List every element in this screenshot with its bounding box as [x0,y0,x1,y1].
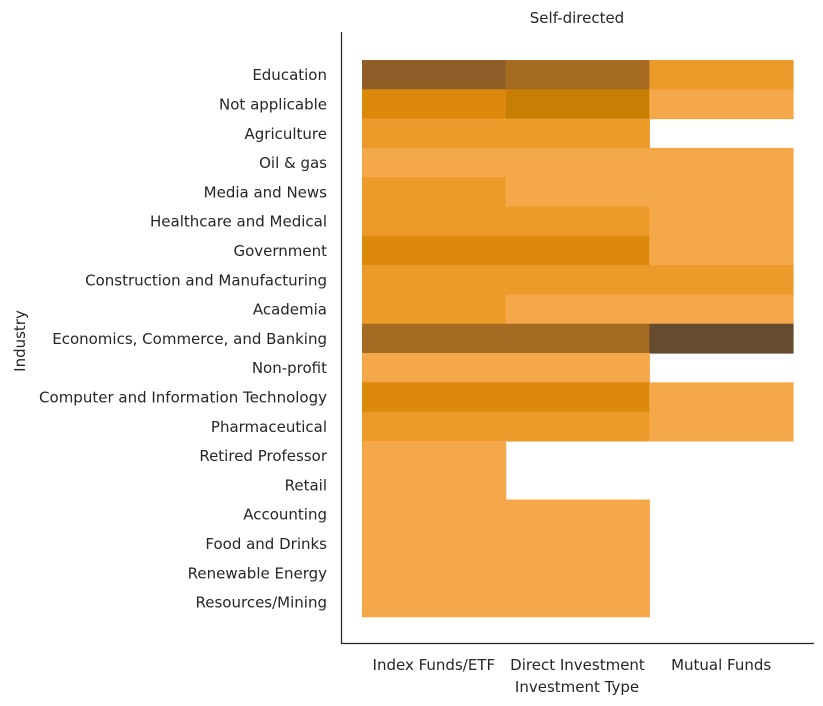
heatmap-cell-academia-direct-investment [505,294,650,325]
heatmap-cell-pharmaceutical-mutual-funds [649,411,794,442]
y-tick-label: Economics, Commerce, and Banking [52,330,327,348]
chart-title: Self-directed [530,9,624,27]
heatmap-cell-education-mutual-funds [649,60,794,90]
heatmap-cell-construction-and-manufacturing-mutual-funds [649,265,794,295]
x-tick-label: Index Funds/ETF [373,656,496,674]
heatmap-cell-healthcare-and-medical-index-funds-etf [362,206,507,237]
y-tick-label: Non-profit [252,359,327,377]
heatmap-cell-retail-index-funds-etf [362,470,507,501]
y-axis-label: Industry [11,310,29,372]
heatmap-cell-oil-gas-direct-investment [505,147,650,178]
y-tick-label: Construction and Manufacturing [85,271,327,289]
heatmap-cell-retired-professor-index-funds-etf [362,440,507,471]
heatmap-cell-agriculture-index-funds-etf [362,118,507,149]
y-tick-label: Retail [285,476,327,494]
heatmap-cell-economics-commerce-and-banking-mutual-funds [649,323,794,354]
heatmap-cell-resources-mining-direct-investment [505,587,650,618]
y-tick-label: Healthcare and Medical [150,213,327,231]
heatmap-cell-not-applicable-index-funds-etf [362,89,507,120]
heatmap-cell-accounting-index-funds-etf [362,499,507,530]
heatmap-cell-media-and-news-direct-investment [505,177,650,208]
heatmap-cell-oil-gas-mutual-funds [649,147,794,178]
heatmap-cell-computer-and-information-technology-mutual-funds [649,382,794,413]
heatmap-cell-resources-mining-index-funds-etf [362,587,507,618]
heatmap-cell-accounting-direct-investment [505,499,650,530]
y-tick-label: Not applicable [219,95,327,113]
heatmap-cell-pharmaceutical-direct-investment [505,411,650,442]
y-tick-label: Media and News [204,183,328,201]
heatmap-cell-government-direct-investment [505,235,650,266]
heatmap-cell-academia-mutual-funds [649,294,794,325]
heatmap-cell-education-index-funds-etf [362,60,507,90]
heatmap-cell-education-direct-investment [505,60,650,90]
heatmap-cell-media-and-news-index-funds-etf [362,177,507,208]
y-tick-label: Education [252,66,327,84]
heatmap-cell-healthcare-and-medical-mutual-funds [649,206,794,237]
y-tick-label: Computer and Information Technology [39,388,327,406]
y-tick-label: Oil & gas [259,154,327,172]
heatmap-cell-economics-commerce-and-banking-direct-investment [505,323,650,354]
heatmap-cell-oil-gas-index-funds-etf [362,147,507,178]
y-tick-label: Academia [253,301,327,319]
heatmap-cell-non-profit-index-funds-etf [362,353,507,383]
y-tick-labels: Education Not applicable Agriculture Oil & … [39,66,328,611]
heatmap-cell-economics-commerce-and-banking-index-funds-etf [362,323,507,354]
heatmap-cell-healthcare-and-medical-direct-investment [505,206,650,237]
x-tick-labels: Index Funds/ETF Direct Investment Mutual F… [373,656,772,674]
heatmap-cell-food-and-drinks-index-funds-etf [362,528,507,559]
y-tick-label: Resources/Mining [196,594,327,612]
heatmap-cell-government-mutual-funds [649,235,794,266]
heatmap-cell-academia-index-funds-etf [362,294,507,325]
y-tick-label: Food and Drinks [205,535,327,553]
y-tick-label: Agriculture [245,125,328,143]
y-tick-label: Renewable Energy [188,564,327,582]
heatmap-cell-pharmaceutical-index-funds-etf [362,411,507,442]
heatmap-cell-construction-and-manufacturing-direct-investment [505,265,650,295]
heatmap-cell-government-index-funds-etf [362,235,507,266]
y-tick-label: Government [233,242,327,260]
heatmap-cell-agriculture-direct-investment [505,118,650,149]
y-tick-label: Pharmaceutical [211,418,327,436]
y-tick-label: Retired Professor [199,447,327,465]
heatmap-cell-food-and-drinks-direct-investment [505,528,650,559]
heatmap-cell-renewable-energy-direct-investment [505,558,650,588]
heatmap-cell-non-profit-direct-investment [505,353,650,383]
x-tick-label: Mutual Funds [671,656,771,674]
heatmap-cell-renewable-energy-index-funds-etf [362,558,507,588]
heatmap-cells [362,60,794,618]
heatmap-cell-construction-and-manufacturing-index-funds-etf [362,265,507,295]
heatmap-cell-not-applicable-mutual-funds [649,89,794,120]
y-tick-label: Accounting [243,506,327,524]
heatmap-cell-computer-and-information-technology-index-funds-etf [362,382,507,413]
heatmap-cell-not-applicable-direct-investment [505,89,650,120]
x-tick-label: Direct Investment [510,656,645,674]
heatmap-cell-media-and-news-mutual-funds [649,177,794,208]
heatmap-cell-computer-and-information-technology-direct-investment [505,382,650,413]
x-axis-label: Investment Type [515,678,639,696]
